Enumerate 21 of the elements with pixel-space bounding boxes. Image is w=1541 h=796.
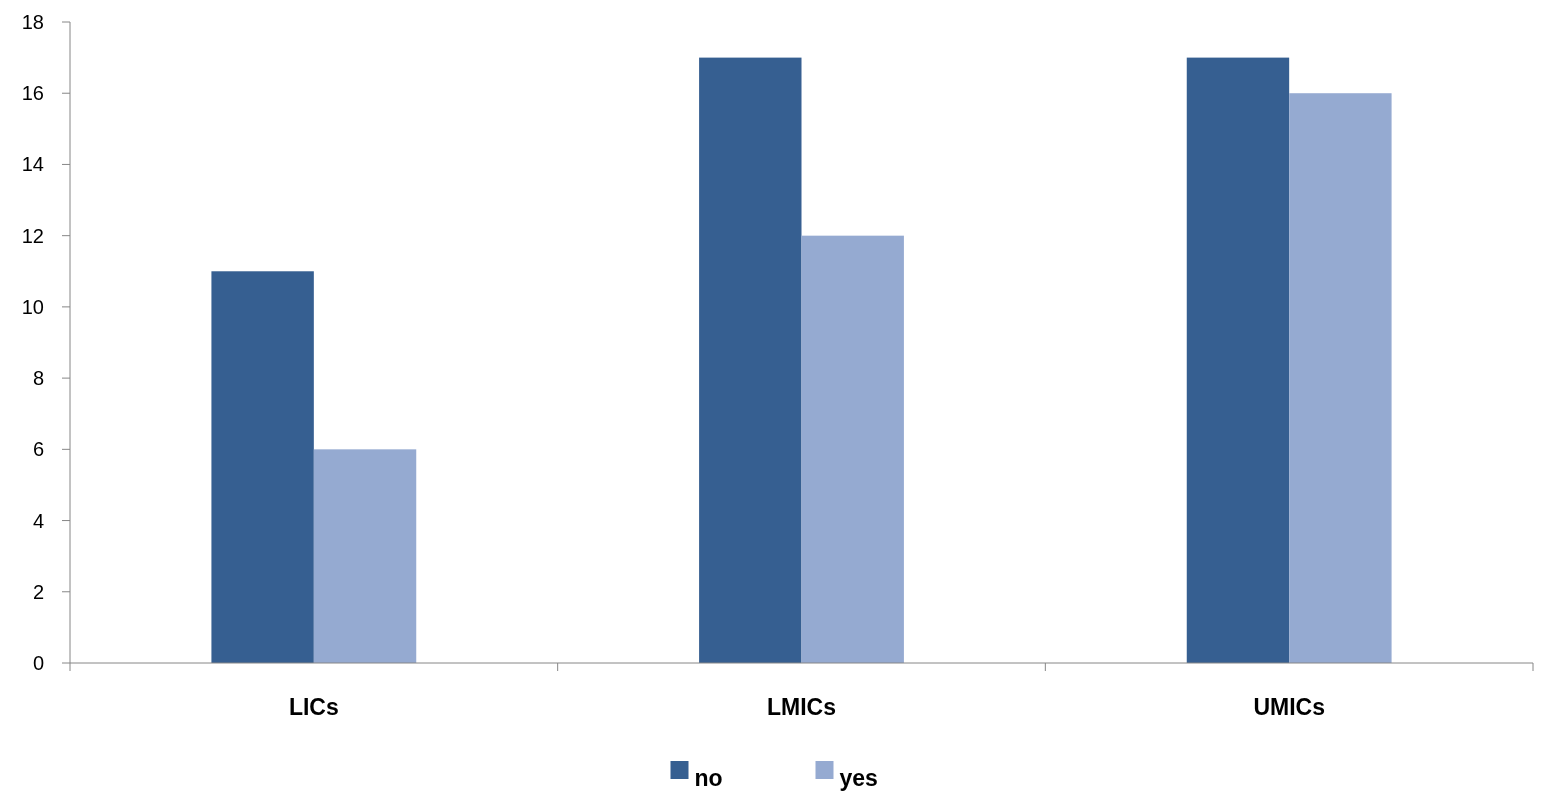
bar (1186, 57, 1290, 663)
bar (313, 449, 417, 663)
y-tick-label: 14 (21, 153, 44, 176)
bar (211, 271, 314, 663)
bar (1289, 93, 1392, 663)
x-tick-label: UMICs (1253, 694, 1325, 720)
y-tick-label: 4 (32, 509, 44, 532)
y-tick-label: 18 (21, 11, 44, 33)
y-tick-label: 0 (32, 652, 44, 674)
x-tick-label: LICs (288, 694, 339, 720)
y-tick-label: 8 (32, 367, 44, 390)
x-tick-label: LMICs (767, 694, 836, 720)
legend-label: yes (839, 765, 878, 792)
bar (801, 235, 904, 663)
y-tick-label: 10 (21, 295, 44, 318)
y-tick-label: 16 (21, 82, 44, 105)
y-tick-label: 6 (32, 438, 44, 461)
legend-label: no (694, 765, 723, 792)
y-tick-label: 2 (32, 580, 44, 603)
bar (699, 57, 802, 663)
y-tick-label: 12 (21, 224, 44, 247)
